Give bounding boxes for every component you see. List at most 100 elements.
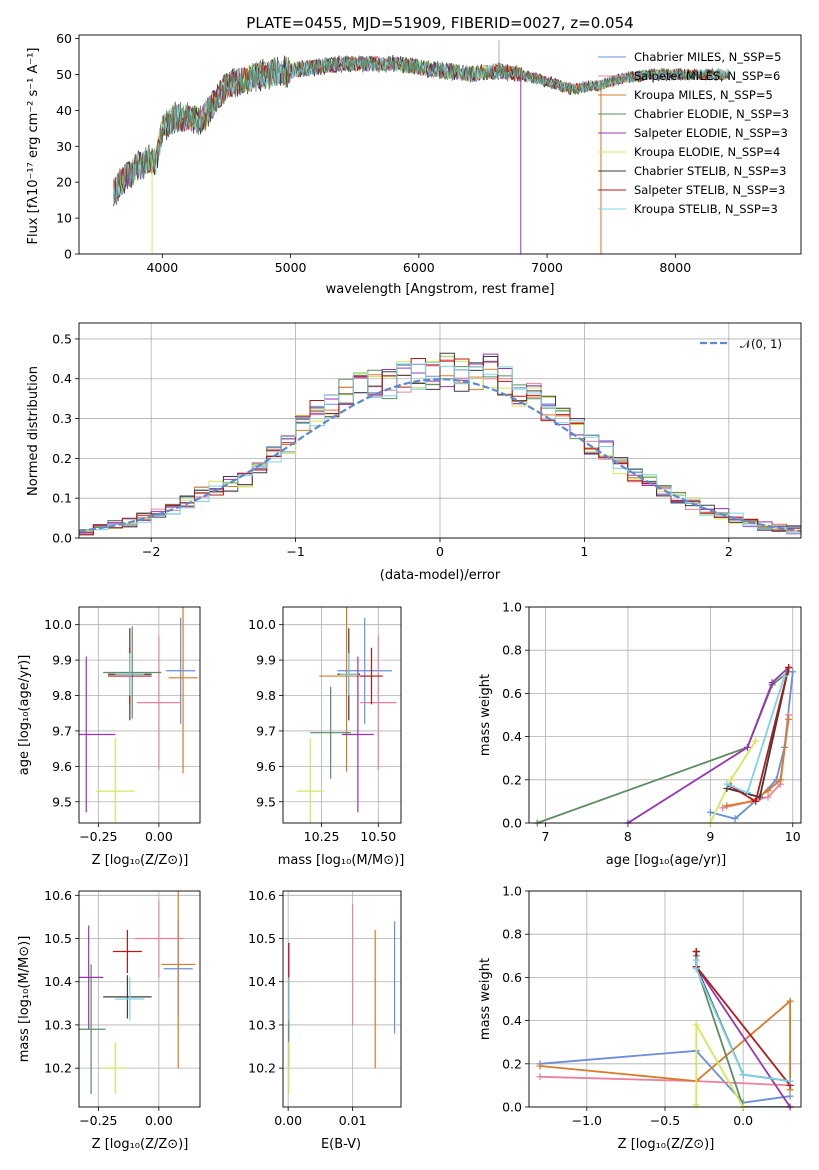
age-Z-xlabel: Z [log₁₀(Z/Z⊙)] [92,853,189,868]
y-tick-label: 10.0 [44,617,72,632]
x-tick-label: −0.25 [79,1113,117,1128]
normal-curve [79,378,801,533]
x-tick-label: 7000 [531,260,563,275]
mass-weight-marker [706,808,714,816]
x-tick-label: −0.5 [650,1113,680,1128]
y-tick-label: 10.4 [248,974,276,989]
y-tick-label: 9.8 [256,688,276,703]
x-tick-label: 9 [706,829,714,844]
y-tick-label: 1.0 [502,884,522,899]
y-tick-label: 10.0 [248,617,276,632]
mass-weight-marker [731,815,739,823]
mass-weight-series-0 [539,1049,791,1104]
age-vs-Z-axes [75,607,200,827]
y-tick-label: 0.0 [502,1100,522,1115]
y-tick-label: 10.5 [44,931,72,946]
y-tick-label: 9.6 [256,759,276,774]
mass-weight-marker [785,715,793,723]
mw-Z-ylabel: mass weight [478,958,493,1040]
y-tick-label: 50 [56,67,72,82]
mass-weight-marker [743,789,751,797]
mass-weight-marker [752,797,760,805]
y-tick-label: 9.8 [52,688,72,703]
y-tick-label: 0.2 [52,451,72,466]
y-tick-label: 10.4 [44,974,72,989]
age-vs-mass-frame [282,606,402,824]
y-tick-label: 9.6 [52,759,72,774]
y-tick-label: 40 [56,103,72,118]
y-tick-label: 0.6 [502,686,522,701]
mass-weight-marker [786,1077,794,1085]
y-tick-label: 0.4 [502,729,522,744]
histogram-series-6 [79,352,801,532]
x-tick-label: 5000 [275,260,307,275]
y-tick-label: 9.5 [52,794,72,809]
legend-label: Chabrier STELIB, N_SSP=3 [634,164,786,178]
histogram-series-8 [79,361,801,534]
mass-weight-vs-age-frame [528,606,802,824]
y-tick-label: 0.8 [502,643,522,658]
x-tick-label: 8 [624,829,632,844]
mass-weight-marker [536,1073,544,1081]
x-tick-label: 0.00 [145,829,173,844]
y-tick-label: 0.1 [52,491,72,506]
y-tick-label: 10.3 [248,1017,276,1032]
spectrum-axes [75,38,676,258]
x-tick-label: −0.25 [79,829,117,844]
mass-weight-marker [692,947,700,955]
mass-weight-marker [723,802,731,810]
mass-weight-series-8 [695,960,791,1082]
mass-weight-marker [739,1071,747,1079]
legend-label: Salpeter MILES, N_SSP=6 [634,69,780,83]
spectrum-title: PLATE=0455, MJD=51909, FIBERID=0027, z=0… [246,14,633,32]
mw-age-xlabel: age [log₁₀(age/yr)] [606,853,727,868]
y-tick-label: 1.0 [502,600,522,615]
spectrum-series-3 [113,54,730,206]
x-tick-label: 0.00 [274,1113,302,1128]
mass-weight-marker [768,679,776,687]
mass-weight-marker [536,1062,544,1070]
y-tick-label: 0.0 [52,531,72,546]
mass-weight-marker [723,780,731,788]
legend-label: Kroupa STELIB, N_SSP=3 [634,202,778,216]
y-tick-label: 0.6 [502,970,522,985]
x-tick-label: 1 [580,544,588,559]
legend-label: Kroupa MILES, N_SSP=5 [634,88,773,102]
y-tick-label: 10.5 [248,931,276,946]
mass-vs-ebv-axes [279,891,401,1111]
x-tick-label: 7 [542,829,550,844]
x-tick-label: 0.01 [339,1113,367,1128]
x-tick-label: 10.50 [360,829,396,844]
mass-ebv-xlabel: E(B-V) [321,1137,361,1152]
y-tick-label: 10.2 [248,1061,276,1076]
y-tick-label: 9.9 [52,653,72,668]
x-tick-label: −2 [142,544,160,559]
y-tick-label: 10.6 [44,888,72,903]
mw-Z-xlabel: Z [log₁₀(Z/Z⊙)] [618,1137,715,1152]
spectrum-frame [78,34,802,255]
age-vs-mass-axes [279,607,401,827]
mw-age-ylabel: mass weight [478,674,493,756]
x-tick-label: 2 [725,544,733,559]
mass-weight-marker [764,787,772,795]
y-tick-label: 10.3 [44,1017,72,1032]
y-tick-label: 10.6 [248,888,276,903]
mass-weight-marker [786,1092,794,1100]
legend-label: Kroupa ELODIE, N_SSP=4 [634,145,780,159]
y-tick-label: 60 [56,31,72,46]
mass-weight-vs-Z-frame [528,890,802,1108]
mass-weight-marker [727,776,735,784]
mass-vs-Z-axes [75,891,200,1111]
mass-weight-series-4 [627,666,790,823]
residuals-frame [78,322,802,539]
x-tick-label: 8000 [659,260,691,275]
age-vs-Z-frame [78,606,201,824]
mass-vs-ebv-frame [282,890,402,1108]
x-tick-label: −1 [286,544,304,559]
legend-label: Salpeter ELODIE, N_SSP=3 [634,126,788,140]
y-tick-label: 10 [56,211,72,226]
x-tick-label: 0 [436,544,444,559]
mass-weight-marker [692,956,700,964]
mass-weight-marker [786,997,794,1005]
legend-label: Chabrier MILES, N_SSP=5 [634,50,781,64]
